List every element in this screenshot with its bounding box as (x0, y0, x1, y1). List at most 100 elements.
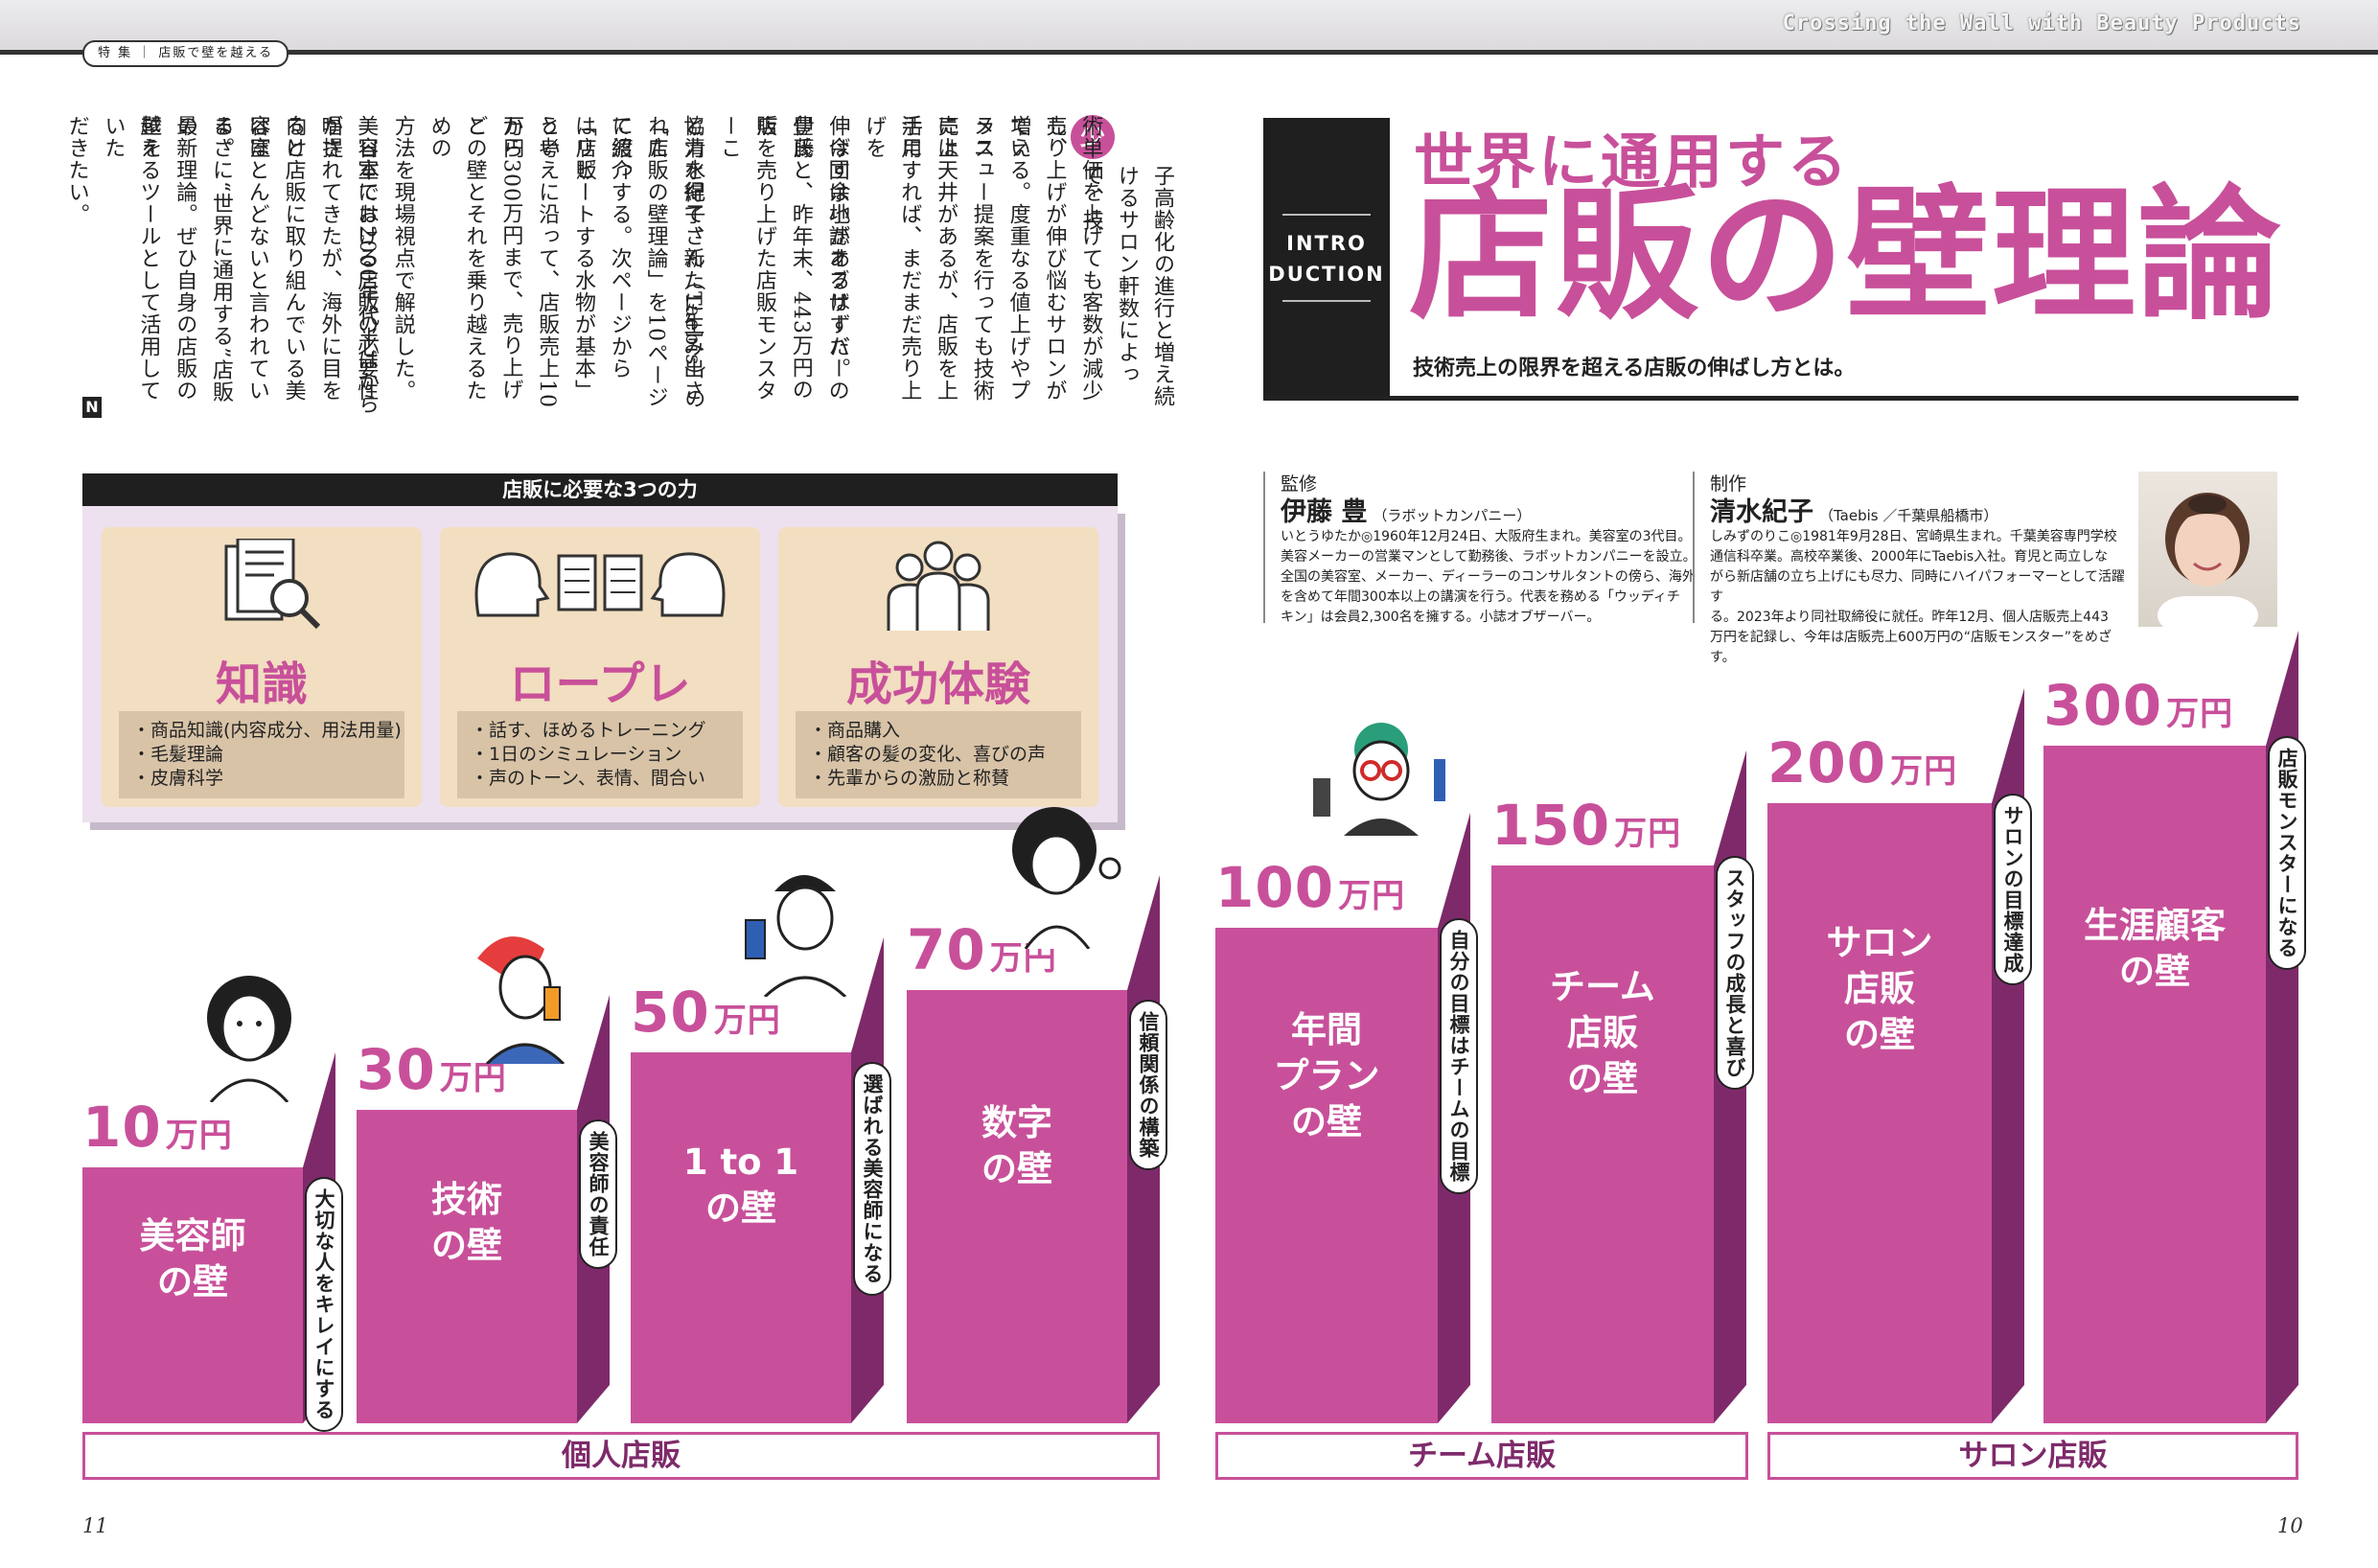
wall-label: 生涯顧客 の壁 (2043, 903, 2266, 995)
article-column: だきたい。 (64, 115, 89, 225)
step-amount: 150 万円 (1491, 793, 1682, 858)
intro-rule-bottom (1282, 300, 1371, 302)
intro-rule-top (1282, 214, 1371, 216)
wall-label-line: 技術 (431, 1178, 502, 1220)
article-column: 「店販の壁理論」を10ページに渡っ (608, 115, 668, 408)
wall-label-line: 生涯顧客 (2084, 905, 2226, 947)
wall-label-line: チーム (1550, 965, 1655, 1007)
title-rule (1263, 396, 2298, 401)
title-line-1: 世界に通用する (1414, 127, 1851, 196)
top-band: Crossing the Wall with Beauty Products (0, 0, 2378, 55)
group-salon: サロン店販 (1767, 1432, 2298, 1480)
step-badge: 自分の目標はチームの目標 (1440, 918, 1478, 1194)
step-badge: 大切な人をキレイにする (305, 1177, 343, 1432)
step-badge: 選ばれる美容師になる (853, 1062, 891, 1296)
step-amount: 10 万円 (82, 1095, 233, 1160)
wall-label-line: 年間 (1291, 1009, 1362, 1051)
wall-label-line: の壁 (705, 1188, 776, 1230)
page-number-right: 10 (2277, 1514, 2303, 1537)
wall-label-line: 数字 (981, 1101, 1052, 1143)
stylist-illustration-4 (1012, 807, 1121, 949)
wall-label: 数字 の壁 (907, 1100, 1127, 1192)
article-column: はリピートする水物が基本」とい (536, 115, 595, 402)
step-badge: 店販モンスターになる (2268, 736, 2306, 970)
wall-step (82, 1167, 303, 1423)
wall-step (2043, 746, 2266, 1423)
wall-label-line: の壁 (157, 1261, 228, 1303)
step-amount: 30 万円 (357, 1037, 507, 1102)
article-column: 術単価を上げても客数が減少し、 (1043, 115, 1103, 402)
wall-label: 技術 の壁 (357, 1177, 577, 1269)
power-title: 知識 (215, 657, 308, 711)
group-individual: 個人店販 (82, 1432, 1160, 1480)
wall-label-line: サロン (1826, 922, 1933, 964)
wall-label-line: の壁 (981, 1147, 1052, 1189)
step-badge: 美容師の責任 (579, 1119, 617, 1269)
powers-panel: 知識 ・商品知識(内容成分、用法用量) ・毛髪理論 ・皮膚科学 ロープレ (82, 506, 1118, 822)
step-amount: 50 万円 (631, 980, 781, 1045)
wall-label: サロン 店販 の壁 (1767, 920, 1992, 1058)
producer-divider (1693, 472, 1695, 623)
article-column: はほとんどないと言われている。 (209, 115, 269, 402)
producer-bio: しみずのりこ◎1981年9月28日、宮崎県生まれ。千葉美容専門学校 通信科卒業。… (1710, 529, 2126, 665)
wall-step (1215, 928, 1438, 1423)
article-column: 唱されてきたが、海外に目を向け (282, 115, 342, 402)
wall-label-line: 美容師 (139, 1215, 246, 1257)
wall-label: 年間 プラン の壁 (1215, 1007, 1438, 1145)
wall-label-line: プラン (1273, 1055, 1380, 1097)
wall-label-line: の壁 (2119, 951, 2190, 993)
wall-label-line: の壁 (1844, 1014, 1915, 1056)
article-column: メニュー提案を行っても技術売上 (934, 115, 994, 402)
document-magnifier-icon (102, 537, 422, 644)
article-column: 方法を現場視点で解説した。 (390, 115, 415, 402)
wall-label-line: 店販 (1844, 968, 1915, 1010)
subtitle: 技術売上の限界を超える店販の伸ばし方とは。 (1413, 357, 1856, 380)
article-column: との壁とそれを乗り越えるための (427, 115, 487, 402)
drop-cap: 少 (1071, 115, 1115, 159)
article-column: ると店販に取り組んでいる美容室 (245, 115, 306, 402)
wall-step (357, 1110, 577, 1423)
article-column: 活用すれば、まだまだ売り上げを (862, 115, 922, 402)
group-team: チーム店販 (1215, 1432, 1748, 1480)
roleplay-heads-icon (440, 539, 760, 644)
article-column: には天井があるが、店販を上手に (898, 115, 958, 402)
article-column: 豊氏と、昨年末、443万円の店 (752, 115, 813, 401)
article-column: まさに“世界に通用する”店販の (173, 115, 233, 404)
stylist-illustration-1 (207, 976, 291, 1102)
step-badge: サロンの目標達成 (1994, 794, 2032, 985)
supervisor-name: 伊藤 豊（ラボットカンパニー） (1281, 497, 1532, 527)
power-list: ・話す、ほめるトレーニング ・1日のシミュレーション ・声のトーン、表情、間合い (457, 711, 743, 798)
stylist-illustration-5 (1313, 723, 1445, 836)
supervisor-label: 監修 (1281, 473, 1318, 495)
power-list: ・商品購入 ・顧客の髪の変化、喜びの声 ・先輩からの激励と称賛 (796, 711, 1081, 798)
wall-label-line: 店販 (1567, 1011, 1638, 1053)
article-column: 売り上げが伸び悩むサロンが増え (1006, 115, 1067, 402)
powers-header: 店販に必要な3つの力 (82, 473, 1118, 506)
step-amount: 200 万円 (1767, 730, 1958, 796)
wall-label-line: の壁 (1567, 1057, 1638, 1099)
main-title: 店販の壁理論 (1409, 173, 2284, 339)
power-card-roleplay: ロープレ ・話す、ほめるトレーニング ・1日のシミュレーション ・声のトーン、表… (440, 527, 760, 807)
series-title: Crossing the Wall with Beauty Products (1782, 12, 2301, 35)
wall-label: 1 to 1 の壁 (631, 1140, 851, 1232)
step-badge: 信頼関係の構築 (1129, 1000, 1167, 1170)
stylist-illustration-2 (477, 936, 566, 1064)
article-column: 伸ばす余地があるはずだ。 (825, 115, 850, 380)
power-card-success: 成功体験 ・商品購入 ・顧客の髪の変化、喜びの声 ・先輩からの激励と称賛 (778, 527, 1098, 807)
end-mark: N (82, 397, 102, 418)
step-amount: 100 万円 (1215, 855, 1406, 920)
supervisor-divider (1263, 472, 1265, 623)
producer-label: 制作 (1710, 473, 1747, 495)
step-amount: 70 万円 (907, 917, 1057, 982)
article-column: 協力を得て、新たに生み出された (644, 115, 704, 402)
article-column: て紹介する。次ページから「店販 (571, 115, 632, 380)
article-column: 販を売り上げた店販モンスターこ (717, 115, 776, 402)
step-amount: 300 万円 (2043, 673, 2234, 738)
article-column: 美容室における店販の必要性が提 (318, 115, 379, 402)
producer-name: 清水紀子 （Taebis ／千葉県船橋市） (1710, 497, 1998, 527)
article-column: 子高齢化の進行と増え続けるサロン軒数によって、技 (1079, 165, 1174, 407)
article-column: と清水紀子さん（Taebis）の (681, 115, 705, 410)
wall-step (1767, 803, 1992, 1423)
page-number-left: 11 (82, 1514, 108, 1537)
producer-photo (2138, 472, 2277, 627)
